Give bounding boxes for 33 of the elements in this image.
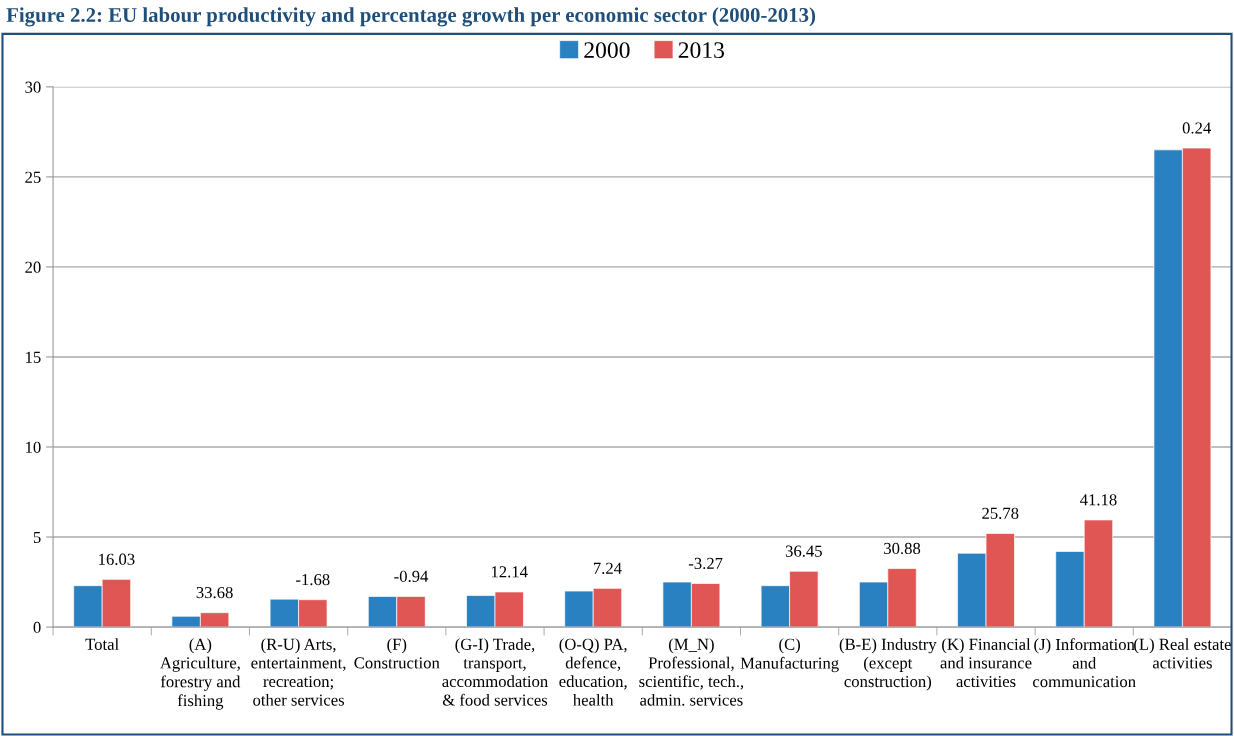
annotation: 33.68 — [196, 586, 233, 599]
annotation: 12.14 — [491, 566, 528, 578]
y-tick-label: 10 — [26, 441, 41, 453]
annotation: 41.18 — [1080, 494, 1117, 506]
annotation: -1.68 — [296, 573, 330, 586]
legend-label: 2013 — [678, 42, 725, 59]
x-tick-label: (G-I) Trade, transport, accommodation & food services — [442, 638, 548, 706]
x-tick-label: (R-U) Arts, entertainment, recreation; other services — [251, 638, 346, 706]
annotation: -0.94 — [394, 570, 429, 583]
y-tick-label: 30 — [25, 81, 41, 93]
annotation: 25.78 — [982, 507, 1019, 520]
legend-label: 2000 — [584, 42, 630, 59]
x-tick-label: (C) Manufacturing — [740, 638, 839, 673]
annotation: 7.24 — [593, 562, 622, 574]
x-tick-label: (O-Q) PA, defence, education, health — [559, 638, 627, 706]
x-tick-label: (J) Information and communication — [1033, 638, 1136, 688]
x-tick-label: (F) Construction — [354, 638, 440, 669]
annotation: 16.03 — [99, 553, 135, 565]
y-tick-label: 15 — [26, 351, 41, 363]
x-tick-label: (A) Agriculture, forestry and fishing — [160, 638, 241, 710]
y-tick-label: 0 — [33, 621, 41, 634]
annotation: 0.24 — [1182, 122, 1211, 134]
annotation: -3.27 — [688, 557, 723, 570]
y-tick-label: 20 — [25, 261, 41, 273]
annotation: 36.45 — [785, 545, 822, 557]
x-tick-label: (B-E) Industry (except construction) — [839, 638, 937, 691]
y-tick-label: 25 — [25, 171, 41, 183]
annotation: 30.88 — [884, 542, 921, 555]
x-tick-label: (K) Financial and insurance activities — [940, 638, 1032, 688]
chart-title: Figure 2.2: EU labour productivity and percentage growth per economic sector (2000-2013) — [6, 7, 816, 27]
x-tick-label: Total — [85, 638, 119, 650]
x-tick-label: (L) Real estate activities — [1134, 638, 1231, 669]
y-tick-label: 5 — [33, 531, 41, 543]
